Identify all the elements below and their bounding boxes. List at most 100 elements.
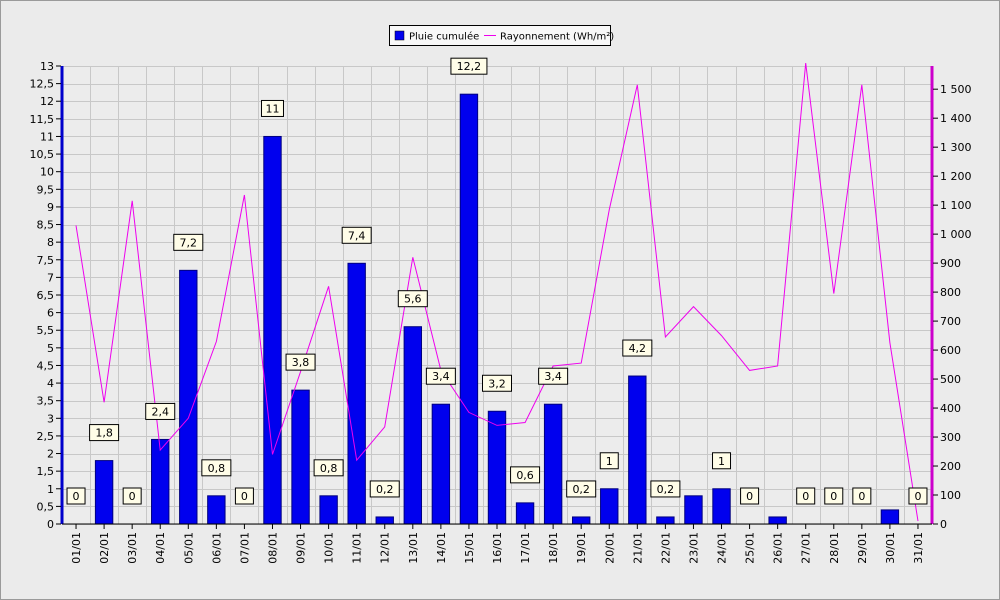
data-label-box (313, 459, 344, 477)
data-label: 0,8 (208, 462, 226, 475)
tick-label-x: 25/01 (744, 532, 757, 564)
data-label: 0 (802, 490, 809, 503)
tick-label-x: 10/01 (323, 532, 336, 564)
data-label-box (824, 487, 844, 505)
tick-label-left: 6 (47, 307, 54, 320)
tick-label-x: 06/01 (210, 532, 223, 564)
tick-label-right: 1 000 (940, 228, 972, 241)
tick-label-x: 23/01 (687, 532, 700, 564)
data-label-box (852, 487, 872, 505)
tick-label-x: 03/01 (126, 532, 139, 564)
tick-label-x: 15/01 (463, 532, 476, 564)
tick-label-right: 900 (940, 257, 961, 270)
tick-label-x: 24/01 (716, 532, 729, 564)
tick-label-x: 16/01 (491, 532, 504, 564)
tick-label-left: 11,5 (30, 113, 55, 126)
data-label-box (650, 480, 681, 498)
tick-label-right: 700 (940, 315, 961, 328)
data-label-box (341, 226, 372, 244)
tick-label-x: 29/01 (856, 532, 869, 564)
tick-label-left: 6,5 (37, 289, 55, 302)
tick-label-left: 8 (47, 236, 54, 249)
data-label-box (397, 290, 428, 308)
data-label: 3,4 (432, 370, 450, 383)
data-label-box (369, 480, 400, 498)
bar-rain (684, 495, 703, 525)
bar-rain (151, 438, 170, 525)
data-label-box (285, 353, 316, 371)
bar-rain (263, 135, 282, 525)
tick-label-x: 27/01 (800, 532, 813, 564)
bar-rain (768, 516, 787, 525)
data-label: 3,4 (544, 370, 562, 383)
tick-label-x: 02/01 (98, 532, 111, 564)
data-label: 0 (746, 490, 753, 503)
tick-label-x: 13/01 (407, 532, 420, 564)
data-label-box (908, 487, 928, 505)
data-label: 7,2 (180, 236, 198, 249)
data-label: 0,2 (376, 483, 394, 496)
data-label: 3,2 (488, 377, 506, 390)
data-label: 0 (73, 490, 80, 503)
data-label: 0 (914, 490, 921, 503)
legend-swatch-rain (394, 30, 405, 41)
tick-label-x: 01/01 (70, 532, 83, 564)
bar-rain (207, 495, 226, 525)
data-label-box (66, 487, 86, 505)
bar-rain (712, 488, 731, 525)
tick-label-left: 11 (40, 130, 54, 143)
data-label: 3,8 (292, 356, 310, 369)
tick-label-x: 17/01 (519, 532, 532, 564)
tick-label-x: 21/01 (631, 532, 644, 564)
tick-label-left: 9 (47, 201, 54, 214)
data-label-box (622, 339, 653, 357)
tick-label-x: 19/01 (575, 532, 588, 564)
tick-label-right: 0 (940, 518, 947, 531)
data-label-box (260, 99, 284, 117)
tick-label-left: 12,5 (30, 78, 55, 91)
data-label: 7,4 (348, 229, 366, 242)
bar-rain (459, 93, 479, 525)
data-label: 1 (718, 455, 725, 468)
tick-label-right: 300 (940, 431, 961, 444)
tick-label-right: 1 400 (940, 112, 972, 125)
data-label-box (796, 487, 816, 505)
tick-label-left: 5,5 (37, 324, 55, 337)
tick-label-right: 400 (940, 402, 961, 415)
data-label: 0,2 (657, 483, 675, 496)
bar-rain (179, 269, 198, 525)
tick-label-left: 13 (40, 60, 54, 73)
bar-rain (347, 262, 366, 525)
tick-label-right: 1 300 (940, 141, 972, 154)
tick-label-x: 20/01 (603, 532, 616, 564)
tick-label-left: 0 (47, 518, 54, 531)
tick-label-left: 12 (40, 95, 54, 108)
data-label-box (482, 374, 512, 392)
tick-label-x: 30/01 (884, 532, 897, 564)
legend-label-rain: Pluie cumulée (409, 31, 479, 43)
bar-rain (487, 410, 507, 525)
legend-label-radiation: Rayonnement (Wh/m²) (500, 32, 614, 43)
bar-rain (403, 326, 423, 525)
data-label: 0 (858, 490, 865, 503)
bar-rain (375, 516, 394, 525)
tick-label-right: 1 200 (940, 170, 972, 183)
data-label: 5,6 (404, 293, 422, 306)
data-label: 0,8 (320, 462, 338, 475)
bar-rain (515, 502, 535, 525)
tick-label-x: 31/01 (912, 532, 925, 564)
tick-label-right: 600 (940, 344, 961, 357)
bar-rain (543, 403, 563, 525)
data-label: 2,4 (151, 405, 169, 418)
data-label: 12,2 (457, 60, 482, 73)
data-label: 1 (606, 455, 613, 468)
tick-label-x: 14/01 (435, 532, 448, 564)
tick-label-left: 7,5 (37, 254, 55, 267)
bar-rain (291, 389, 310, 525)
tick-label-left: 1,5 (37, 465, 55, 478)
data-label-box (173, 233, 204, 251)
tick-label-left: 1 (47, 483, 54, 496)
data-label-box (599, 452, 619, 470)
data-label-box (234, 487, 254, 505)
